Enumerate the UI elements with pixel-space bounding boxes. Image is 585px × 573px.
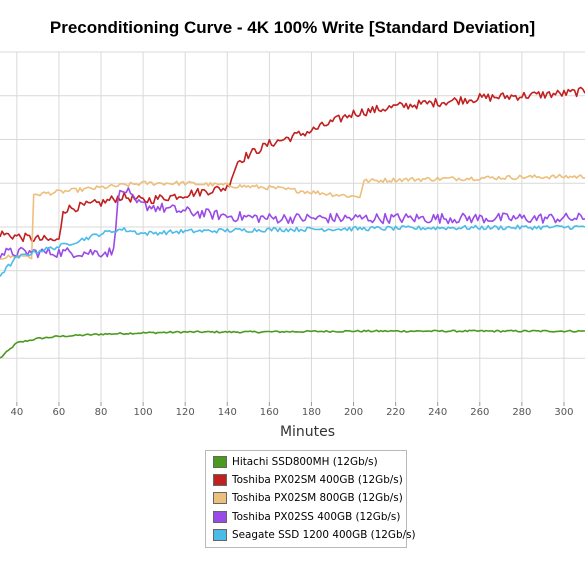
legend-label: Toshiba PX02SS 400GB (12Gb/s): [232, 510, 401, 523]
x-tick-label: 160: [260, 407, 279, 418]
x-tick-label: 140: [218, 407, 237, 418]
legend: Hitachi SSD800MH (12Gb/s) Toshiba PX02SM …: [205, 450, 416, 548]
legend-label: Toshiba PX02SM 400GB (12Gb/s): [232, 474, 403, 487]
legend-swatch: [213, 474, 227, 487]
legend-item[interactable]: Toshiba PX02SS 400GB (12Gb/s): [206, 508, 406, 526]
legend-item[interactable]: Toshiba PX02SM 800GB (12Gb/s): [206, 489, 406, 507]
legend-swatch: [213, 510, 227, 523]
x-tick-label: 220: [386, 407, 405, 418]
series-line-hitachi-ssd800mh-12gb-s: [0, 329, 585, 359]
x-tick-label: 240: [428, 407, 447, 418]
x-tick-label: 300: [554, 407, 573, 418]
legend-swatch: [213, 492, 227, 505]
x-tick-label: 200: [344, 407, 363, 418]
grid: [0, 51, 585, 402]
x-tick-label: 280: [512, 407, 531, 418]
series-line-toshiba-px02ss-400gb-12gb-s: [0, 187, 585, 259]
legend-label: Seagate SSD 1200 400GB (12Gb/s): [232, 528, 416, 541]
x-tick-label: 260: [470, 407, 489, 418]
legend-item[interactable]: Toshiba PX02SM 400GB (12Gb/s): [206, 471, 406, 489]
legend-swatch: [213, 528, 227, 541]
chart-title: Preconditioning Curve - 4K 100% Write [S…: [49, 18, 536, 37]
series-line-toshiba-px02sm-800gb-12gb-s: [0, 173, 585, 260]
legend-item[interactable]: Seagate SSD 1200 400GB (12Gb/s): [206, 526, 416, 544]
legend-item[interactable]: Hitachi SSD800MH (12Gb/s): [206, 453, 406, 471]
x-tick-label: 100: [134, 407, 153, 418]
legend-label: Hitachi SSD800MH (12Gb/s): [232, 456, 378, 469]
x-tick-label: 180: [302, 407, 321, 418]
legend-swatch: [213, 456, 227, 469]
legend-label: Toshiba PX02SM 800GB (12Gb/s): [232, 492, 403, 505]
series-line-toshiba-px02sm-400gb-12gb-s: [0, 86, 585, 243]
x-ticks: 40 60 80 100 120 140 160 180 200 220 240 260 280 300: [10, 402, 574, 418]
x-tick-label: 40: [10, 407, 23, 418]
x-tick-label: 120: [176, 407, 195, 418]
x-tick-label: 80: [95, 407, 108, 418]
series-layer: [0, 86, 585, 359]
x-axis-label: Minutes: [279, 424, 336, 440]
x-tick-label: 60: [53, 407, 66, 418]
series-line-seagate-ssd-1200-400gb-12gb-s: [0, 224, 585, 277]
